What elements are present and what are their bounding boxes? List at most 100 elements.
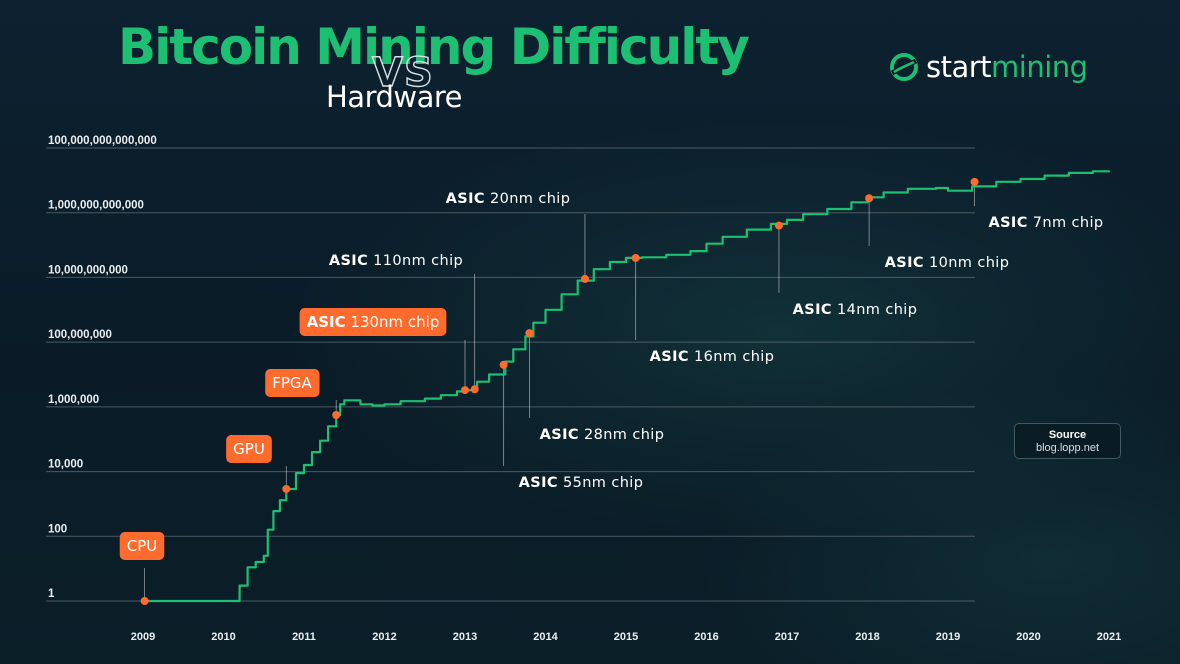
x-tick-label: 2013 — [453, 631, 477, 643]
y-axis-ticks: 1 100 10,000 1,000,000 100,000,000 10,000,000… — [48, 135, 157, 600]
annotation-marker — [332, 411, 341, 420]
annotation-label: ASIC 130nm chip — [299, 308, 447, 336]
annotation-text-bold: ASIC — [329, 253, 368, 269]
annotation-marker — [499, 360, 508, 369]
annotation-marker — [631, 253, 640, 262]
annotation-text: ASIC 14nm chip — [793, 302, 918, 318]
source-title: Source — [1048, 429, 1087, 441]
annotation-text-bold: ASIC — [307, 313, 346, 331]
annotation-text-main: 130nm chip — [346, 313, 440, 331]
difficulty-series — [143, 170, 1111, 603]
x-tick-label: 2011 — [292, 631, 316, 643]
logo-text-mining: mining — [991, 50, 1088, 84]
brand-logo[interactable]: startmining — [888, 50, 1088, 84]
annotation-marker — [470, 385, 479, 394]
annotation-text-main: 7nm chip — [1028, 215, 1104, 231]
annotation-text-main: 55nm chip — [558, 475, 643, 491]
annotation-marker — [970, 177, 979, 186]
x-tick-label: 2010 — [211, 631, 235, 643]
y-tick-label: 100,000,000,000,000 — [48, 135, 157, 147]
annotation-marker — [865, 194, 874, 203]
page-title: Bitcoin Mining Difficulty — [118, 18, 750, 76]
annotation-label: GPU — [226, 435, 272, 463]
annotation-label: FPGA — [265, 369, 320, 397]
annotation-text: ASIC 7nm chip — [988, 215, 1103, 231]
annotation-label: ASIC 16nm chip — [650, 349, 775, 365]
startmining-swirl-icon — [890, 53, 918, 81]
x-tick-label: 2014 — [533, 631, 558, 643]
annotation-text: ASIC 28nm chip — [540, 427, 665, 443]
x-tick-label: 2019 — [936, 631, 960, 643]
y-tick-label: 1,000,000 — [48, 394, 99, 406]
y-tick-label: 10,000,000,000 — [48, 264, 128, 276]
annotation-text-main: 10nm chip — [924, 255, 1009, 271]
annotation-marker — [140, 597, 149, 605]
x-tick-label: 2017 — [775, 631, 799, 643]
annotation-text-main: 28nm chip — [579, 427, 664, 443]
annotation-pill — [299, 308, 447, 336]
x-tick-label: 2012 — [372, 631, 396, 643]
annotation-text: GPU — [233, 440, 265, 458]
annotation-text-main: GPU — [233, 440, 265, 458]
annotation-label: ASIC 10nm chip — [885, 255, 1010, 271]
annotation-marker — [580, 274, 589, 283]
x-tick-label: 2009 — [131, 631, 155, 643]
difficulty-line — [143, 170, 1111, 603]
annotation-pill — [119, 532, 165, 560]
annotation-text-bold: ASIC — [446, 191, 485, 207]
source-value: blog.lopp.net — [1036, 442, 1099, 454]
annotation-label: CPU — [119, 532, 165, 560]
annotation-text: ASIC 20nm chip — [446, 191, 571, 207]
x-tick-label: 2015 — [614, 631, 638, 643]
annotation-label: ASIC 7nm chip — [988, 215, 1103, 231]
x-tick-label: 2016 — [694, 631, 718, 643]
annotation-label: ASIC 20nm chip — [446, 191, 571, 207]
annotation-label: ASIC 28nm chip — [540, 427, 665, 443]
page-subtitle: Hardware — [326, 80, 463, 114]
annotation-label: ASIC 55nm chip — [519, 475, 644, 491]
annotation-marker — [282, 484, 291, 493]
y-tick-label: 100 — [48, 523, 67, 535]
annotation-text: FPGA — [272, 374, 312, 392]
annotation-text-main: 110nm chip — [368, 253, 463, 269]
annotation-text: ASIC 130nm chip — [307, 313, 440, 331]
annotation-text-bold: ASIC — [988, 215, 1027, 231]
source-box: Source blog.lopp.net — [1014, 423, 1121, 459]
annotation-text-main: CPU — [127, 537, 158, 555]
annotation-text: ASIC 110nm chip — [329, 253, 463, 269]
annotation-text: ASIC 10nm chip — [885, 255, 1010, 271]
annotation-pill — [226, 435, 272, 463]
y-tick-label: 1,000,000,000,000 — [48, 200, 144, 212]
y-tick-label: 10,000 — [48, 459, 83, 471]
annotation-text-bold: ASIC — [540, 427, 579, 443]
annotation-text-bold: ASIC — [885, 255, 924, 271]
annotation-text-bold: ASIC — [793, 302, 832, 318]
annotation-label: ASIC 14nm chip — [793, 302, 918, 318]
x-tick-label: 2020 — [1016, 631, 1040, 643]
annotation-marker — [525, 329, 534, 338]
annotation-marker — [461, 386, 469, 395]
annotation-text-bold: ASIC — [519, 475, 558, 491]
logo-text: startmining — [926, 50, 1088, 84]
logo-text-start: start — [926, 50, 992, 84]
annotation-text-bold: ASIC — [650, 349, 689, 365]
annotation-text: ASIC 16nm chip — [650, 349, 775, 365]
annotation-text-main: 16nm chip — [689, 349, 774, 365]
grid-layer — [46, 147, 975, 602]
annotation-markers — [140, 177, 979, 605]
annotation-text-main: FPGA — [272, 374, 312, 392]
annotation-label: ASIC 110nm chip — [329, 253, 463, 269]
annotation-text: CPU — [127, 537, 158, 555]
title-vs: VS — [371, 49, 434, 96]
x-tick-label: 2018 — [855, 631, 879, 643]
x-tick-label: 2021 — [1097, 631, 1121, 643]
annotation-pill — [265, 369, 320, 397]
y-tick-label: 1 — [48, 588, 55, 600]
y-tick-label: 100,000,000 — [48, 329, 112, 341]
x-axis-ticks: 2009 2010 2011 2012 2013 2014 2015 2016 2017 2018… — [131, 631, 1121, 643]
annotation-text: ASIC 55nm chip — [519, 475, 644, 491]
annotation-marker — [774, 221, 783, 230]
